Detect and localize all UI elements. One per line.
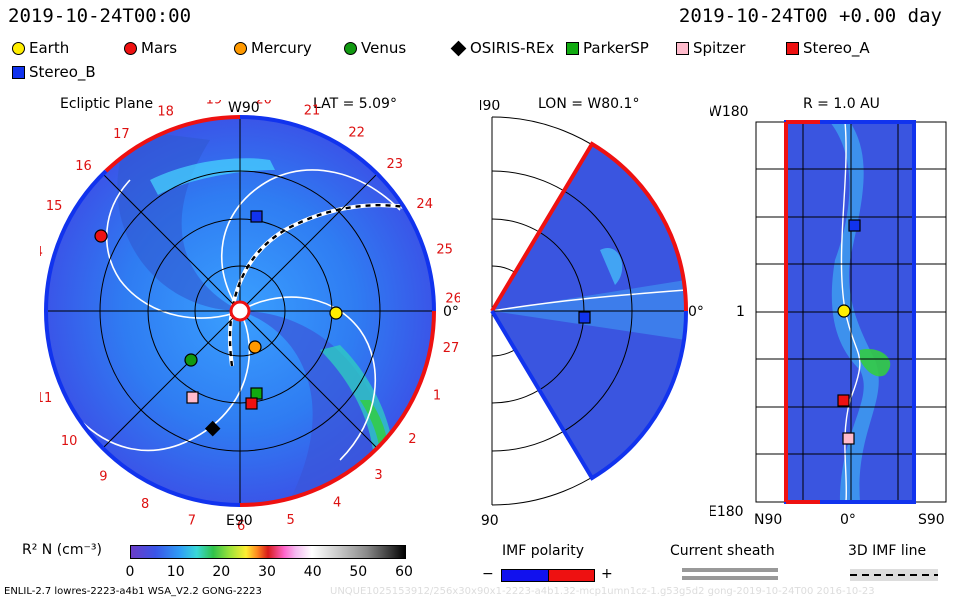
carrington-label: 8	[141, 497, 149, 512]
radial-earth-marker	[837, 304, 851, 318]
stereo-b-marker	[250, 210, 263, 223]
meridional-plot: N90 S90 0°	[480, 100, 704, 529]
mars-marker	[94, 229, 108, 243]
colorbar-tick-label: 60	[395, 564, 413, 580]
legend-spitzer: Spitzer	[676, 39, 745, 57]
radial-x-left: N90	[754, 512, 782, 528]
carrington-label: 26	[445, 291, 460, 306]
radial-x-mid: 0°	[840, 512, 856, 528]
carrington-label: 6	[237, 519, 245, 530]
carrington-label: 11	[40, 391, 52, 406]
sheath-line-1	[682, 568, 778, 572]
footer-right: UNQUE1025153912/256x30x90x1-2223-a4b1.32…	[330, 586, 875, 597]
carrington-label: 23	[387, 157, 404, 172]
earth-marker	[329, 306, 343, 320]
spitzer-marker	[186, 391, 199, 404]
colorbar-label: R² N (cm⁻³)	[22, 542, 102, 558]
radial-stereo-b-marker	[848, 219, 861, 232]
osiris-rex-marker	[204, 420, 221, 437]
colorbar-tick-label: 10	[167, 564, 185, 580]
carrington-label: 2	[408, 432, 416, 447]
meridional-bottom-label: S90	[480, 513, 499, 529]
colorbar-tick-label: 30	[258, 564, 276, 580]
imf-minus-label: −	[482, 566, 494, 582]
legend-osiris-rex: OSIRIS-REx	[450, 39, 554, 57]
imf3d-line-bg	[850, 569, 938, 581]
carrington-label: 18	[157, 104, 174, 119]
ecliptic-top-label: W90	[228, 100, 260, 116]
mercury-marker	[248, 340, 262, 354]
colorbar-ticks: 0 10 20 30 40 50 60	[126, 564, 413, 580]
carrington-label: 4	[333, 496, 341, 511]
imf3d-dashed-line	[850, 574, 938, 576]
legend-stereo-a: Stereo_A	[786, 39, 870, 57]
carrington-label: 14	[40, 245, 43, 260]
venus-marker	[184, 353, 198, 367]
carrington-label: 3	[374, 468, 382, 483]
legend-venus: Venus	[344, 39, 406, 57]
legend-mars: Mars	[124, 39, 177, 57]
meridional-title: LON = W80.1°	[538, 96, 640, 112]
stereo-a-marker	[245, 397, 258, 410]
legend-mercury: Mercury	[234, 39, 312, 57]
radial-title: R = 1.0 AU	[803, 96, 880, 112]
carrington-label: 9	[99, 470, 107, 485]
date-left: 2019-10-24T00:00	[8, 5, 192, 27]
ecliptic-lat: LAT = 5.09°	[313, 96, 397, 112]
radial-plot: W180 E180 1 N90 0° S90	[710, 104, 947, 528]
carrington-label: 21	[304, 104, 321, 119]
carrington-label: 20	[255, 100, 272, 107]
carrington-label: 7	[188, 514, 196, 529]
current-sheath-title: Current sheath	[670, 543, 775, 559]
footer-left: ENLIL-2.7 lowres-2223-a4b1 WSA_V2.2 GONG…	[4, 586, 262, 597]
carrington-label: 16	[75, 159, 92, 174]
colorbar	[130, 545, 406, 559]
ecliptic-bottom-label: E90	[226, 513, 253, 529]
carrington-label: 25	[436, 242, 453, 257]
colorbar-tick-label: 40	[304, 564, 322, 580]
radial-x-right: S90	[918, 512, 945, 528]
carrington-label: 24	[416, 197, 433, 212]
imf3d-title: 3D IMF line	[848, 543, 927, 559]
colorbar-tick-label: 20	[212, 564, 230, 580]
meridional-right-label: 0°	[688, 304, 704, 320]
ecliptic-title: Ecliptic Plane	[60, 96, 154, 112]
carrington-label: 15	[46, 199, 63, 214]
sheath-line-2	[682, 576, 778, 580]
legend-parkersp: ParkerSP	[566, 39, 649, 57]
imf-negative-swatch	[501, 569, 549, 582]
carrington-label: 1	[433, 389, 441, 404]
parkersp-marker	[250, 387, 263, 400]
carrington-label: 5	[286, 513, 294, 528]
legend-earth: Earth	[12, 39, 69, 57]
ecliptic-right-label: 0°	[443, 304, 459, 320]
imf-positive-swatch	[548, 569, 595, 582]
imf-polarity-title: IMF polarity	[502, 543, 585, 559]
carrington-label: 17	[113, 127, 130, 142]
colorbar-tick-label: 50	[349, 564, 367, 580]
carrington-label: 19	[206, 100, 223, 108]
radial-bottom-label: E180	[710, 504, 744, 520]
carrington-label: 10	[61, 434, 78, 449]
meridional-stereo-b-marker	[578, 311, 591, 324]
date-right: 2019-10-24T00 +0.00 day	[678, 5, 942, 27]
imf-plus-label: +	[601, 566, 613, 582]
legend-stereo-b: Stereo_B	[12, 63, 96, 81]
radial-mid-label: 1	[736, 304, 745, 320]
radial-spitzer-marker	[842, 432, 855, 445]
radial-top-label: W180	[710, 104, 749, 120]
carrington-labels: 1920212223242526271234567891011121314151…	[40, 100, 460, 530]
ecliptic-plot: 1920212223242526271234567891011121314151…	[40, 100, 460, 530]
radial-stereo-a-marker	[837, 394, 850, 407]
carrington-label: 27	[443, 341, 460, 356]
colorbar-tick-label: 0	[126, 564, 135, 580]
meridional-top-label: N90	[480, 100, 500, 114]
carrington-label: 22	[348, 126, 365, 141]
